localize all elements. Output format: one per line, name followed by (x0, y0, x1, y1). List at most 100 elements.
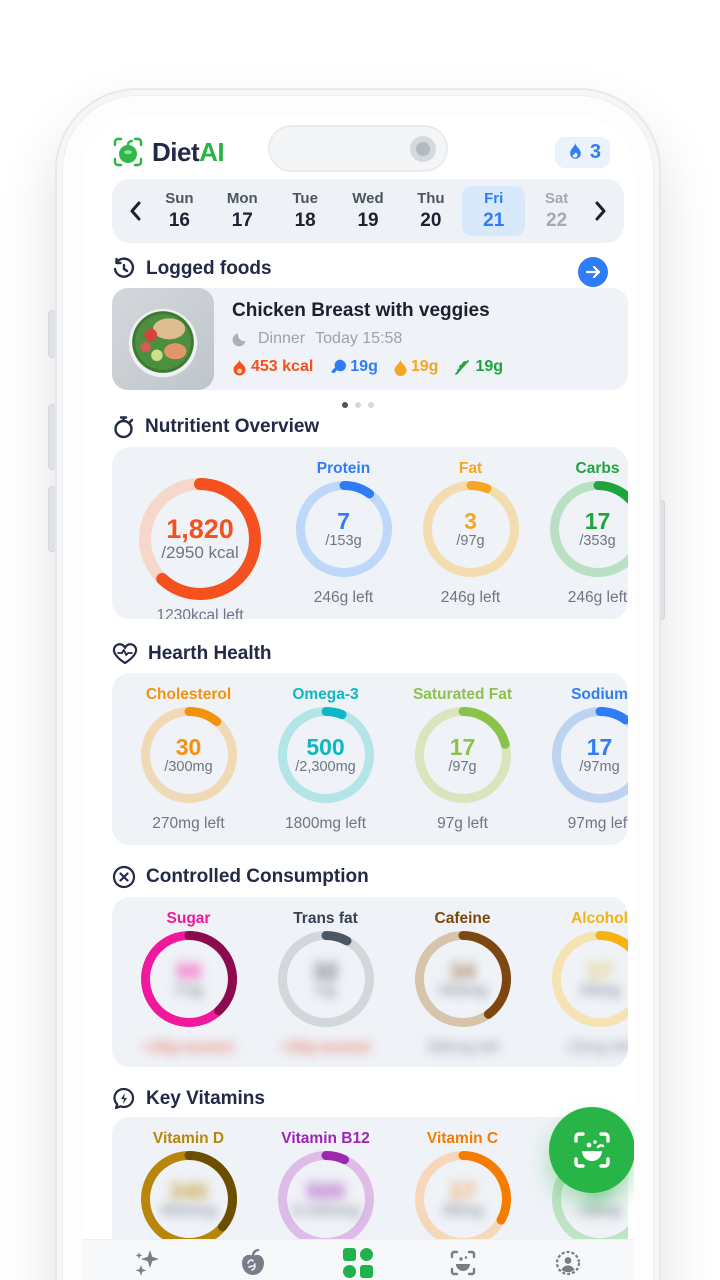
ring-svg (422, 481, 519, 577)
ring-svg (140, 707, 237, 803)
sparkles-icon (135, 1250, 160, 1276)
account-icon (555, 1250, 580, 1276)
stopwatch-icon (114, 416, 134, 439)
apple-icon (242, 1248, 265, 1275)
calories-flame-icon (233, 358, 246, 375)
ring-svg (414, 931, 511, 1027)
controlled-consumption-panel: Sugar 98/72g +26g excess! Trans fat (112, 897, 628, 1067)
food-protein: 19g (350, 358, 378, 375)
logged-foods-title: Logged foods (146, 258, 272, 279)
food-title: Chicken Breast with veggies (232, 300, 490, 321)
meal-time: Today 15:58 (315, 330, 403, 347)
streak-badge[interactable]: 3 (554, 136, 610, 168)
day-tue-18[interactable]: Tue 18 (292, 189, 318, 231)
sugar-ring: 98/72g (140, 931, 237, 1027)
ring-svg (551, 931, 628, 1027)
vitamin-c-ring: 17/90mg (414, 1151, 511, 1247)
controlled-consumption-title: Controlled Consumption (146, 866, 369, 887)
cholesterol-ring-card: Cholesterol 30/300mg 270mg left (120, 686, 257, 833)
day-wed-19[interactable]: Wed 19 (352, 189, 384, 231)
day-sun-16[interactable]: Sun 16 (165, 189, 194, 231)
fat-droplet-icon (394, 358, 407, 376)
day-thu-20[interactable]: Thu 20 (417, 189, 445, 231)
carbs-ring: 17/353g (549, 481, 628, 577)
heart-health-title: Hearth Health (148, 643, 272, 664)
ring-svg (139, 478, 261, 600)
sodium-ring-card: Sodium 17/97mg 97mg left (531, 686, 628, 833)
nav-item-diets[interactable]: Diets (213, 1248, 293, 1280)
streak-flame-icon (570, 142, 581, 159)
ring-svg (414, 707, 511, 803)
trans-fat-ring: 32/2g (277, 931, 374, 1027)
scan-food-fab[interactable] (549, 1107, 634, 1193)
app-logo: DietAI (112, 136, 225, 168)
phone-screen: DietAI 3 Su (82, 115, 634, 1280)
nav-item-ai-foods[interactable]: AI Foods (423, 1248, 503, 1280)
scan-food-icon (450, 1250, 475, 1276)
moon-icon (232, 333, 246, 347)
meal-type: Dinner (258, 330, 306, 347)
alcohol-ring-card: Alcohol 17/40mg 23mg left (531, 910, 628, 1057)
next-week-button[interactable] (588, 201, 614, 221)
day-fri-21-selected[interactable]: Fri 21 (462, 185, 526, 237)
cholesterol-ring: 30/300mg (140, 707, 237, 803)
ring-svg (277, 707, 374, 803)
tracker-grid-icon (342, 1248, 373, 1278)
logged-foods-more-button[interactable] (578, 257, 608, 287)
vitamin-b12-ring-card: Vitamin B12 500/2,400mcg (257, 1130, 394, 1247)
cafeine-ring: 34/400mg (414, 931, 511, 1027)
dynamic-island (268, 125, 448, 172)
app-title: DietAI (152, 136, 225, 167)
nutrient-overview-title: Nutritient Overview (145, 416, 320, 437)
heart-pulse-icon (112, 643, 138, 665)
ring-svg (551, 707, 628, 803)
sugar-ring-card: Sugar 98/72g +26g excess! (120, 910, 257, 1057)
food-carbs: 19g (475, 358, 504, 375)
food-kcal: 453 kcal (251, 358, 314, 375)
scan-bowl-icon (574, 1132, 610, 1168)
fat-ring: 3/97g (422, 481, 519, 577)
day-mon-17[interactable]: Mon 17 (226, 189, 258, 231)
vitamin-c-ring-card: Vitamin C 17/90mg (394, 1130, 531, 1247)
logged-food-card[interactable]: Chicken Breast with veggies Dinner Today… (112, 288, 628, 390)
vitamin-d-ring: 340/600mcg (140, 1151, 237, 1247)
nav-item-account[interactable]: Account (528, 1248, 608, 1280)
carousel-dots[interactable] (82, 402, 634, 408)
chevron-right-icon (595, 201, 606, 221)
food-photo (112, 288, 214, 390)
chevron-left-icon (130, 201, 141, 221)
ring-svg (140, 931, 237, 1027)
food-fat: 19g (410, 358, 439, 375)
history-icon (113, 257, 135, 278)
bottom-nav: Dietitian Diets Tracker (82, 1239, 634, 1280)
ring-svg (549, 481, 628, 577)
day-sat-22[interactable]: Sat 22 (544, 189, 569, 231)
nav-item-tracker-active[interactable]: Tracker (318, 1248, 398, 1280)
heart-health-panel: Cholesterol 30/300mg 270mg left Omega-3 (112, 673, 628, 845)
calories-left: 1230kcal left (156, 607, 244, 619)
calories-goal: /2950 kcal (161, 543, 239, 563)
calories-ring: 1,820/2950 kcal (139, 478, 261, 600)
nav-item-dietitian[interactable]: Dietitian (108, 1248, 188, 1280)
key-vitamins-title: Key Vitamins (146, 1088, 265, 1109)
streak-count: 3 (589, 140, 601, 163)
saturated-fat-ring-card: Saturated Fat 17/97g 97g left (412, 686, 513, 832)
date-selector: Sun 16 Mon 17 Tue 18 Wed 19 Thu 20 Fri 21 Sat 2… (112, 179, 624, 243)
lightning-bubble-icon (113, 1087, 135, 1110)
prev-week-button[interactable] (122, 201, 148, 221)
ring-svg (277, 931, 374, 1027)
carbs-wheat-icon (455, 359, 470, 375)
alcohol-ring: 17/40mg (551, 931, 628, 1027)
carbs-ring-card: Carbs 17/353g 246g left (534, 460, 628, 619)
protein-ring-card: Protein 7/153g 246g left (280, 460, 407, 619)
circle-x-icon (112, 865, 136, 889)
omega3-ring: 500/2,300mg (277, 707, 374, 803)
dietai-logo-icon (113, 137, 143, 167)
calories-ring-card: 1,820/2950 kcal 1230kcal left (120, 460, 280, 619)
protein-ring: 7/153g (295, 481, 392, 577)
trans-fat-ring-card: Trans fat 32/2g +30g excess! (257, 910, 394, 1057)
vitamin-d-ring-card: Vitamin D 340/600mcg (120, 1130, 257, 1247)
phone-bezel: DietAI 3 Su (62, 95, 654, 1280)
arrow-right-icon (585, 265, 601, 279)
